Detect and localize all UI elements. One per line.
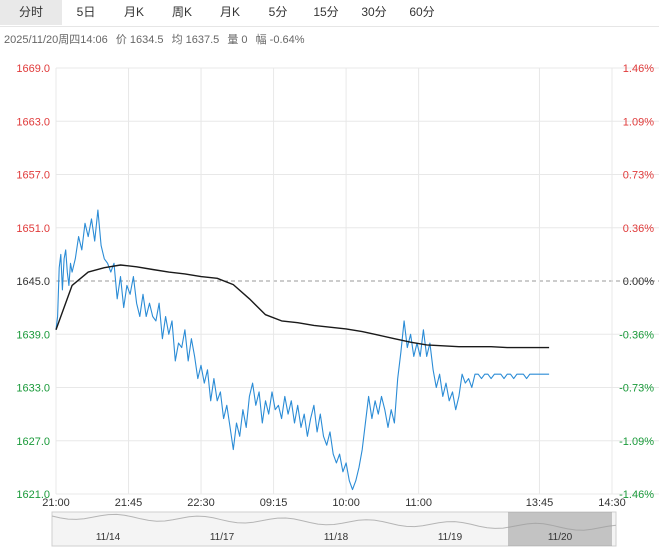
x-tick-label: 14:30	[598, 497, 626, 509]
navigator-label: 11/19	[438, 532, 463, 543]
x-tick-label: 21:45	[115, 497, 143, 509]
y-tick-right: -1.46%	[619, 489, 654, 501]
y-tick-left: 1657.0	[16, 170, 50, 182]
x-tick-label: 21:00	[42, 497, 70, 509]
x-tick-label: 11:00	[405, 497, 432, 509]
tab-2[interactable]: 月K	[123, 5, 144, 19]
y-tick-left: 1621.0	[16, 489, 50, 501]
tab-1[interactable]: 5日	[76, 5, 96, 19]
tab-6[interactable]: 15分	[313, 5, 339, 19]
tab-5[interactable]: 5分	[268, 5, 288, 19]
quote-info: 2025/11/20周四14:06 价 1634.5 均 1637.5 量 0 …	[4, 32, 310, 48]
y-tick-left: 1645.0	[16, 276, 50, 288]
quote-price: 价 1634.5	[115, 34, 164, 46]
tab-3[interactable]: 周K	[171, 5, 192, 19]
tab-7[interactable]: 30分	[361, 5, 387, 19]
quote-datetime: 2025/11/20周四14:06	[4, 34, 108, 46]
average-price-line	[55, 264, 550, 349]
x-tick-label: 10:00	[332, 497, 360, 509]
y-tick-right: 1.46%	[623, 63, 654, 75]
quote-change: 幅 -0.64%	[255, 34, 305, 46]
navigator-label: 11/18	[324, 532, 349, 543]
y-tick-right: -0.36%	[619, 329, 654, 341]
navigator-window	[508, 512, 612, 546]
x-tick-label: 22:30	[187, 497, 215, 509]
x-tick-label: 09:15	[260, 497, 288, 509]
y-tick-left: 1663.0	[16, 116, 50, 128]
y-tick-left: 1633.0	[16, 383, 50, 395]
tab-8[interactable]: 60分	[409, 5, 435, 19]
price-line	[55, 209, 550, 491]
y-tick-right: 0.00%	[623, 276, 654, 288]
y-tick-right: 1.09%	[623, 116, 654, 128]
y-tick-right: -0.73%	[619, 383, 654, 395]
y-tick-left: 1669.0	[16, 63, 50, 75]
y-tick-right: 0.36%	[623, 223, 654, 235]
x-tick-label: 13:45	[526, 497, 554, 509]
y-tick-right: 0.73%	[623, 170, 654, 182]
navigator-label: 11/14	[96, 532, 121, 543]
period-tabs: 分时 5日 月K 周K 月K 5分 15分 30分 60分	[0, 0, 659, 27]
navigator-label: 11/17	[210, 532, 235, 543]
quote-average: 均 1637.5	[171, 34, 220, 46]
y-tick-left: 1627.0	[16, 436, 50, 448]
intraday-chart[interactable]: 1669.0 1.46% 1663.0 1.09% 1657.0 0.73% 1651.0 0…	[0, 50, 659, 547]
quote-volume: 量 0	[227, 34, 248, 46]
tab-0[interactable]: 分时	[0, 0, 62, 25]
y-tick-left: 1651.0	[16, 223, 50, 235]
y-tick-right: -1.09%	[619, 436, 654, 448]
navigator-label: 11/20	[548, 532, 573, 543]
tab-4[interactable]: 月K	[219, 5, 240, 19]
y-tick-left: 1639.0	[16, 329, 50, 341]
